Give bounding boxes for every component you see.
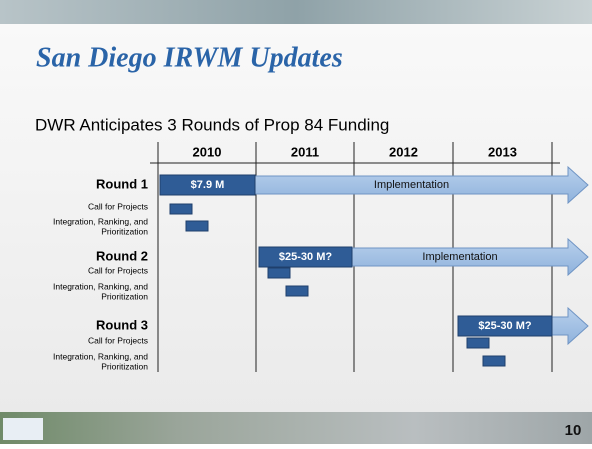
subtitle: DWR Anticipates 3 Rounds of Prop 84 Fund… xyxy=(35,115,389,134)
round-label: Round 3 xyxy=(96,317,148,332)
step-label: Prioritization xyxy=(101,361,148,371)
step-label: Integration, Ranking, and xyxy=(53,351,148,361)
round-label: Round 1 xyxy=(96,176,148,191)
step-bar xyxy=(286,286,308,296)
top-banner xyxy=(0,0,592,24)
title: San Diego IRWM Updates xyxy=(36,42,343,73)
slide: San Diego IRWM Updates DWR Anticipates 3… xyxy=(0,0,592,444)
step-label: Call for Projects xyxy=(88,265,148,275)
year-label: 2010 xyxy=(193,144,222,159)
step-label: Prioritization xyxy=(101,291,148,301)
funding-label: $25-30 M? xyxy=(478,320,531,332)
step-label: Call for Projects xyxy=(88,335,148,345)
step-bar xyxy=(268,268,290,278)
step-label: Integration, Ranking, and xyxy=(53,216,148,226)
implementation-label: Implementation xyxy=(374,179,449,191)
year-label: 2013 xyxy=(488,144,517,159)
step-bar xyxy=(467,338,489,348)
funding-label: $25-30 M? xyxy=(279,251,332,263)
implementation-label: Implementation xyxy=(422,251,497,263)
step-label: Integration, Ranking, and xyxy=(53,281,148,291)
step-label: Prioritization xyxy=(101,226,148,236)
page-number: 10 xyxy=(565,422,582,439)
logo xyxy=(3,418,43,440)
year-label: 2011 xyxy=(291,144,319,159)
bottom-banner xyxy=(0,412,592,444)
step-bar xyxy=(483,356,505,366)
round-label: Round 2 xyxy=(96,248,148,263)
step-bar xyxy=(186,221,208,231)
step-bar xyxy=(170,204,192,214)
year-label: 2012 xyxy=(389,144,418,159)
funding-label: $7.9 M xyxy=(191,179,225,191)
step-label: Call for Projects xyxy=(88,201,148,211)
